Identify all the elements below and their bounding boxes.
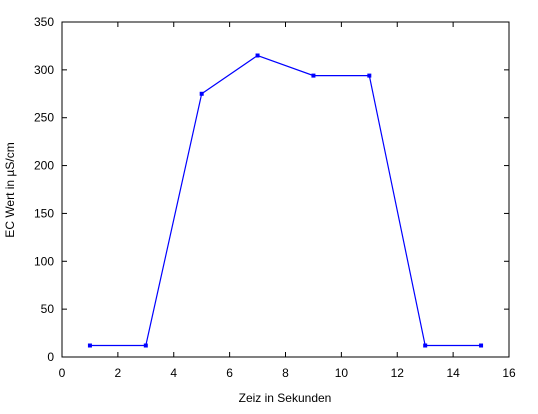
x-tick-label: 10 <box>335 366 349 380</box>
x-tick-label: 6 <box>226 366 233 380</box>
y-tick-label: 350 <box>34 15 54 29</box>
x-axis: 0 2 4 6 8 10 12 14 16 <box>59 22 516 380</box>
x-tick-label: 8 <box>282 366 289 380</box>
y-axis: 0 50 100 150 200 250 300 350 <box>34 15 509 364</box>
data-point-marker <box>255 53 260 58</box>
y-tick-label: 150 <box>34 206 54 220</box>
data-point-marker <box>311 73 316 78</box>
y-axis-label: EC Wert in µS/cm <box>3 142 17 237</box>
x-tick-label: 16 <box>502 366 516 380</box>
y-tick-label: 50 <box>41 302 55 316</box>
data-point-marker <box>143 343 148 348</box>
x-tick-label: 4 <box>170 366 177 380</box>
y-tick-label: 100 <box>34 254 54 268</box>
data-point-marker <box>87 343 92 348</box>
y-tick-label: 250 <box>34 111 54 125</box>
data-point-marker <box>479 343 484 348</box>
data-point-marker <box>423 343 428 348</box>
x-tick-label: 0 <box>59 366 66 380</box>
data-point-marker <box>367 73 372 78</box>
y-tick-label: 0 <box>47 350 54 364</box>
x-tick-label: 2 <box>115 366 122 380</box>
plot-area-frame <box>61 21 510 358</box>
y-tick-label: 300 <box>34 63 54 77</box>
series-layer <box>87 53 484 348</box>
x-tick-label: 12 <box>391 366 405 380</box>
x-tick-label: 14 <box>446 366 460 380</box>
y-tick-label: 200 <box>34 159 54 173</box>
series-line <box>89 54 482 347</box>
data-point-marker <box>199 91 204 96</box>
x-axis-label: Zeiz in Sekunden <box>239 391 332 405</box>
